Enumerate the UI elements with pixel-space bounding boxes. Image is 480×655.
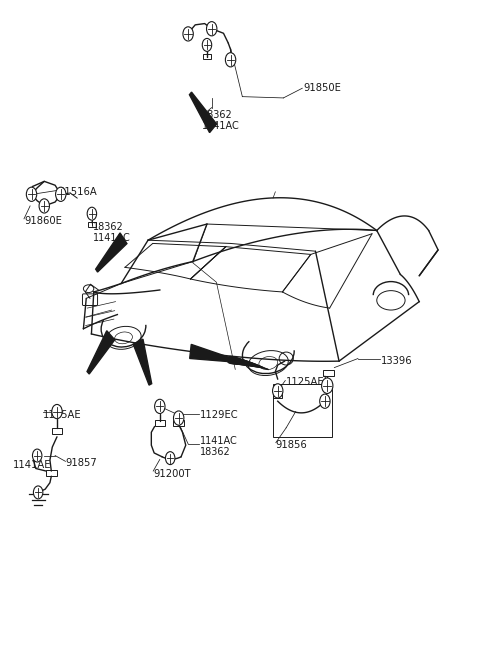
- Circle shape: [33, 449, 42, 462]
- Circle shape: [183, 27, 193, 41]
- Text: 18362
1141AC: 18362 1141AC: [202, 110, 240, 132]
- Text: 21516A: 21516A: [59, 187, 97, 196]
- Circle shape: [155, 400, 165, 413]
- Text: 1129EC: 1129EC: [200, 410, 239, 420]
- Bar: [273, 384, 332, 438]
- Circle shape: [52, 404, 62, 419]
- Text: 91856: 91856: [276, 440, 308, 450]
- Polygon shape: [87, 331, 115, 374]
- Circle shape: [206, 22, 217, 36]
- Text: 18362
1141AC: 18362 1141AC: [93, 221, 131, 243]
- Text: 91857: 91857: [65, 458, 97, 468]
- Bar: [203, 54, 211, 59]
- Circle shape: [320, 394, 330, 408]
- Text: 1125AE: 1125AE: [286, 377, 325, 388]
- Text: 1125AE: 1125AE: [43, 410, 82, 420]
- Polygon shape: [190, 345, 231, 362]
- Circle shape: [39, 199, 49, 213]
- Circle shape: [56, 187, 66, 201]
- Circle shape: [273, 384, 283, 398]
- Polygon shape: [133, 339, 152, 385]
- Circle shape: [202, 39, 212, 51]
- Bar: [273, 392, 282, 398]
- Circle shape: [322, 378, 333, 394]
- Text: 13396: 13396: [381, 356, 412, 366]
- Text: 91850E: 91850E: [304, 83, 342, 93]
- Circle shape: [226, 52, 236, 67]
- Text: 1141AC
18362: 1141AC 18362: [200, 436, 238, 457]
- Bar: [52, 428, 62, 434]
- Circle shape: [166, 452, 175, 464]
- Polygon shape: [96, 233, 127, 272]
- Text: 1141AE: 1141AE: [12, 460, 51, 470]
- Text: 91200T: 91200T: [153, 468, 191, 479]
- Circle shape: [26, 187, 36, 201]
- Circle shape: [173, 411, 184, 425]
- Bar: [324, 369, 334, 376]
- Text: 91860E: 91860E: [24, 215, 62, 226]
- Bar: [46, 470, 57, 476]
- Bar: [155, 420, 165, 426]
- Circle shape: [34, 486, 43, 499]
- Bar: [173, 420, 184, 426]
- Circle shape: [87, 207, 96, 220]
- Bar: [88, 223, 96, 227]
- Polygon shape: [190, 92, 216, 132]
